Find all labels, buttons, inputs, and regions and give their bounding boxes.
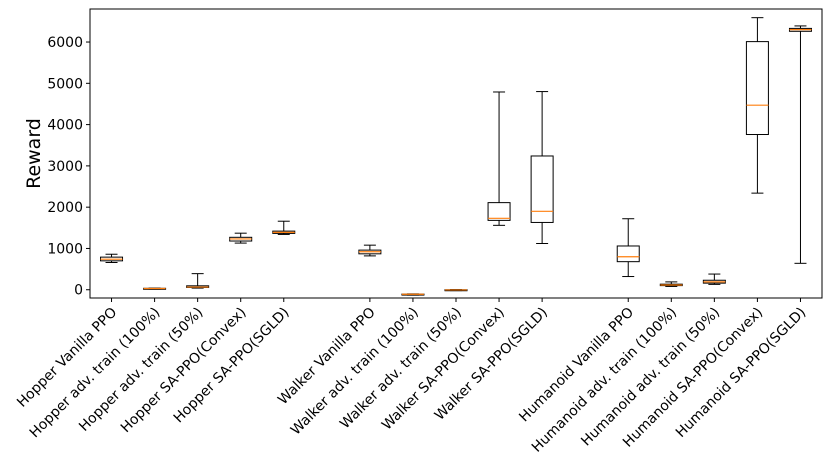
y-axis-title: Reward [23,118,45,189]
y-tick-label: 4000 [47,118,83,134]
box [487,202,511,221]
y-tick-label: 1000 [47,241,83,257]
box [530,155,554,223]
y-tick-label: 2000 [47,200,83,216]
plot-frame [89,8,823,299]
box [745,41,769,136]
y-tick-label: 6000 [47,35,83,51]
box [616,245,640,263]
y-tick-label: 3000 [47,159,83,175]
y-tick-label: 0 [74,283,83,299]
y-tick-label: 5000 [47,76,83,92]
